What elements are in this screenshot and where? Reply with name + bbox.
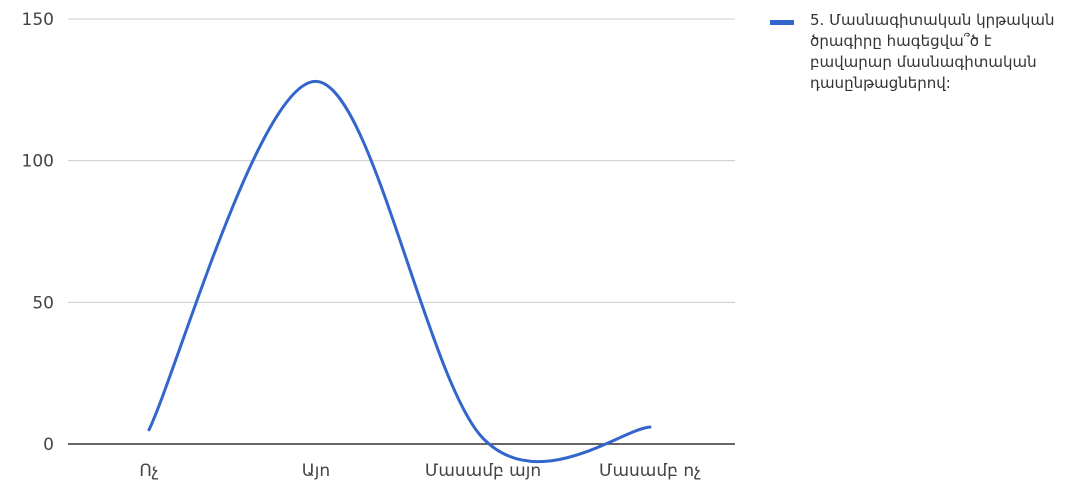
y-axis-tick-labels: 0 50 100 150 <box>22 10 54 455</box>
y-tick-label: 150 <box>22 10 54 30</box>
y-tick-label: 0 <box>43 435 54 455</box>
gridlines <box>68 18 735 303</box>
legend-swatch <box>770 20 794 25</box>
x-tick-label: Այո <box>302 461 330 481</box>
x-tick-label: Մասամբ ոչ <box>599 461 701 481</box>
series-line <box>147 79 652 463</box>
y-tick-label: 50 <box>32 293 54 313</box>
x-tick-label: Մասամբ այո <box>425 461 541 481</box>
legend-label: 5. Մասնագիտական կրթական ծրագիրը հագեցվա՞… <box>810 11 1055 92</box>
x-axis-tick-labels: Ոչ Այո Մասամբ այո Մասամբ ոչ <box>139 461 701 481</box>
x-tick-label: Ոչ <box>139 461 158 481</box>
y-tick-label: 100 <box>22 152 54 172</box>
